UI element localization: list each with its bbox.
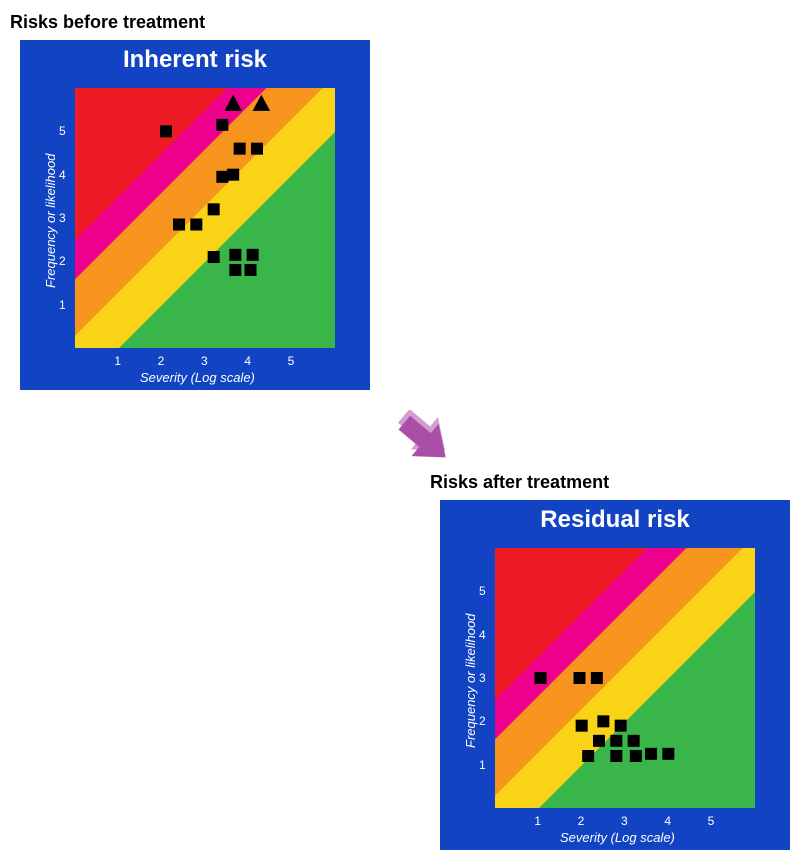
y-tick: 5 <box>479 584 486 598</box>
chart-title: Residual risk <box>440 500 790 534</box>
x-tick: 1 <box>114 354 121 368</box>
y-tick: 2 <box>59 254 66 268</box>
x-tick: 3 <box>621 814 628 828</box>
risk-point <box>615 720 627 732</box>
risk-point <box>662 748 674 760</box>
risk-point <box>574 672 586 684</box>
risk-point <box>208 203 220 215</box>
x-axis-label: Severity (Log scale) <box>140 370 255 385</box>
risk-point <box>229 249 241 261</box>
risk-point <box>208 251 220 263</box>
risk-point <box>630 750 642 762</box>
risk-point <box>535 672 547 684</box>
risk-point <box>216 119 228 131</box>
y-tick: 3 <box>479 671 486 685</box>
risk-point <box>229 264 241 276</box>
risk-point <box>234 143 246 155</box>
risk-point <box>628 735 640 747</box>
risk-point <box>251 143 263 155</box>
risk-point <box>645 748 657 760</box>
y-tick: 3 <box>59 211 66 225</box>
x-tick: 1 <box>534 814 541 828</box>
x-tick: 5 <box>708 814 715 828</box>
risk-point <box>593 735 605 747</box>
x-tick: 2 <box>158 354 165 368</box>
x-tick: 2 <box>578 814 585 828</box>
after-caption: Risks after treatment <box>430 472 609 493</box>
y-tick: 1 <box>479 758 486 772</box>
risk-point <box>216 171 228 183</box>
chart-title: Inherent risk <box>20 40 370 74</box>
y-tick: 5 <box>59 124 66 138</box>
y-axis-label: Frequency or likelihood <box>463 614 478 748</box>
risk-point <box>227 169 239 181</box>
y-tick: 4 <box>59 168 66 182</box>
risk-point <box>610 750 622 762</box>
x-tick: 4 <box>664 814 671 828</box>
risk-point <box>245 264 257 276</box>
y-axis-label: Frequency or likelihood <box>43 154 58 288</box>
risk-point <box>190 219 202 231</box>
y-tick: 2 <box>479 714 486 728</box>
x-axis-label: Severity (Log scale) <box>560 830 675 845</box>
risk-point <box>597 715 609 727</box>
risk-point <box>591 672 603 684</box>
x-tick: 4 <box>244 354 251 368</box>
x-tick: 5 <box>288 354 295 368</box>
risk-point <box>173 219 185 231</box>
plot-area <box>75 88 335 348</box>
risk-point <box>160 125 172 137</box>
inherent-risk-chart: Inherent risk 1 1 2 2 3 3 4 4 5 5 Severity (Log sca… <box>20 40 370 390</box>
risk-point <box>610 735 622 747</box>
y-tick: 1 <box>59 298 66 312</box>
risk-point <box>582 750 594 762</box>
residual-risk-chart: Residual risk 1 1 2 2 3 3 4 4 5 5 Severity (Log sca… <box>440 500 790 850</box>
risk-point <box>576 720 588 732</box>
risk-point <box>247 249 259 261</box>
plot-area <box>495 548 755 808</box>
before-caption: Risks before treatment <box>10 12 205 33</box>
x-tick: 3 <box>201 354 208 368</box>
y-tick: 4 <box>479 628 486 642</box>
transition-arrow-icon <box>395 410 455 470</box>
